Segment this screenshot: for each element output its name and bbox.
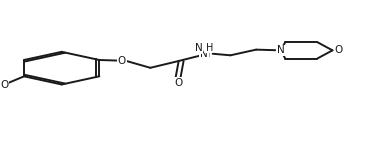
Text: O: O — [335, 45, 343, 55]
Text: O: O — [174, 78, 182, 88]
Text: N: N — [277, 45, 285, 55]
Text: H: H — [203, 49, 211, 59]
Text: H: H — [205, 43, 213, 53]
Text: O: O — [118, 56, 126, 66]
Text: N: N — [195, 43, 202, 54]
Text: O: O — [0, 80, 8, 90]
Text: N: N — [200, 49, 208, 59]
